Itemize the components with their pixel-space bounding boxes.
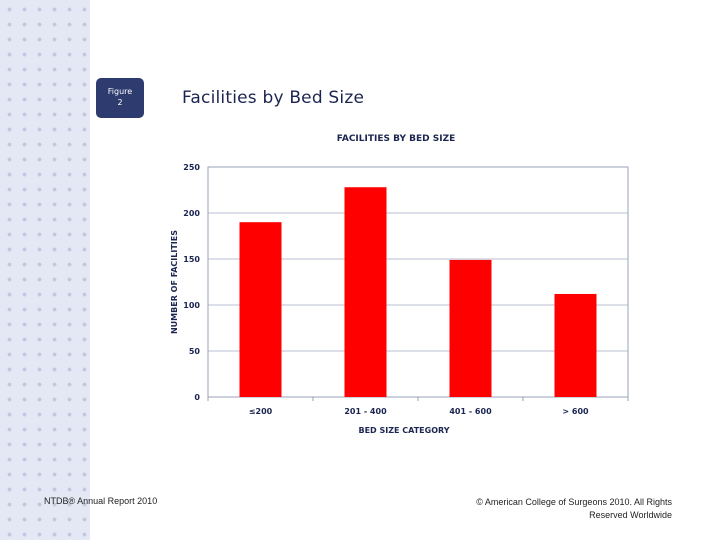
- figure-badge-number: 2: [117, 98, 123, 107]
- footer-report-name: NTDB® Annual Report 2010: [44, 496, 158, 506]
- y-tick-label: 250: [183, 163, 200, 172]
- figure-badge-label: Figure: [107, 87, 133, 96]
- slide-title: Facilities by Bed Size: [182, 88, 365, 108]
- footer-copyright: © American College of Surgeons 2010. All…: [476, 497, 672, 520]
- x-tick-label: ≤200: [249, 407, 273, 416]
- y-axis-label: NUMBER OF FACILITIES: [170, 230, 179, 334]
- y-tick-label: 50: [189, 347, 201, 356]
- y-tick-label: 0: [194, 393, 200, 402]
- bar: [554, 293, 597, 397]
- y-tick-label: 100: [183, 301, 200, 310]
- figure-badge: Figure 2: [96, 78, 144, 118]
- bar: [449, 259, 492, 397]
- y-tick-label: 150: [183, 255, 200, 264]
- bars: [239, 187, 597, 397]
- bar: [344, 187, 387, 397]
- bar-chart: FACILITIES BY BED SIZE 0 50 100 150 200 250 ≤…: [170, 134, 629, 435]
- x-tick-label: 201 - 400: [344, 407, 387, 416]
- y-tick-label: 200: [183, 209, 200, 218]
- chart-title: FACILITIES BY BED SIZE: [337, 134, 456, 144]
- bar: [239, 222, 282, 397]
- y-axis-ticks: 0 50 100 150 200 250: [183, 163, 200, 402]
- x-axis-label: BED SIZE CATEGORY: [358, 426, 449, 435]
- x-tick-label: > 600: [562, 407, 589, 416]
- x-tick-label: 401 - 600: [449, 407, 492, 416]
- decorative-dot-strip: [0, 0, 90, 540]
- x-axis-ticks: ≤200 201 - 400 401 - 600 > 600: [207, 397, 629, 416]
